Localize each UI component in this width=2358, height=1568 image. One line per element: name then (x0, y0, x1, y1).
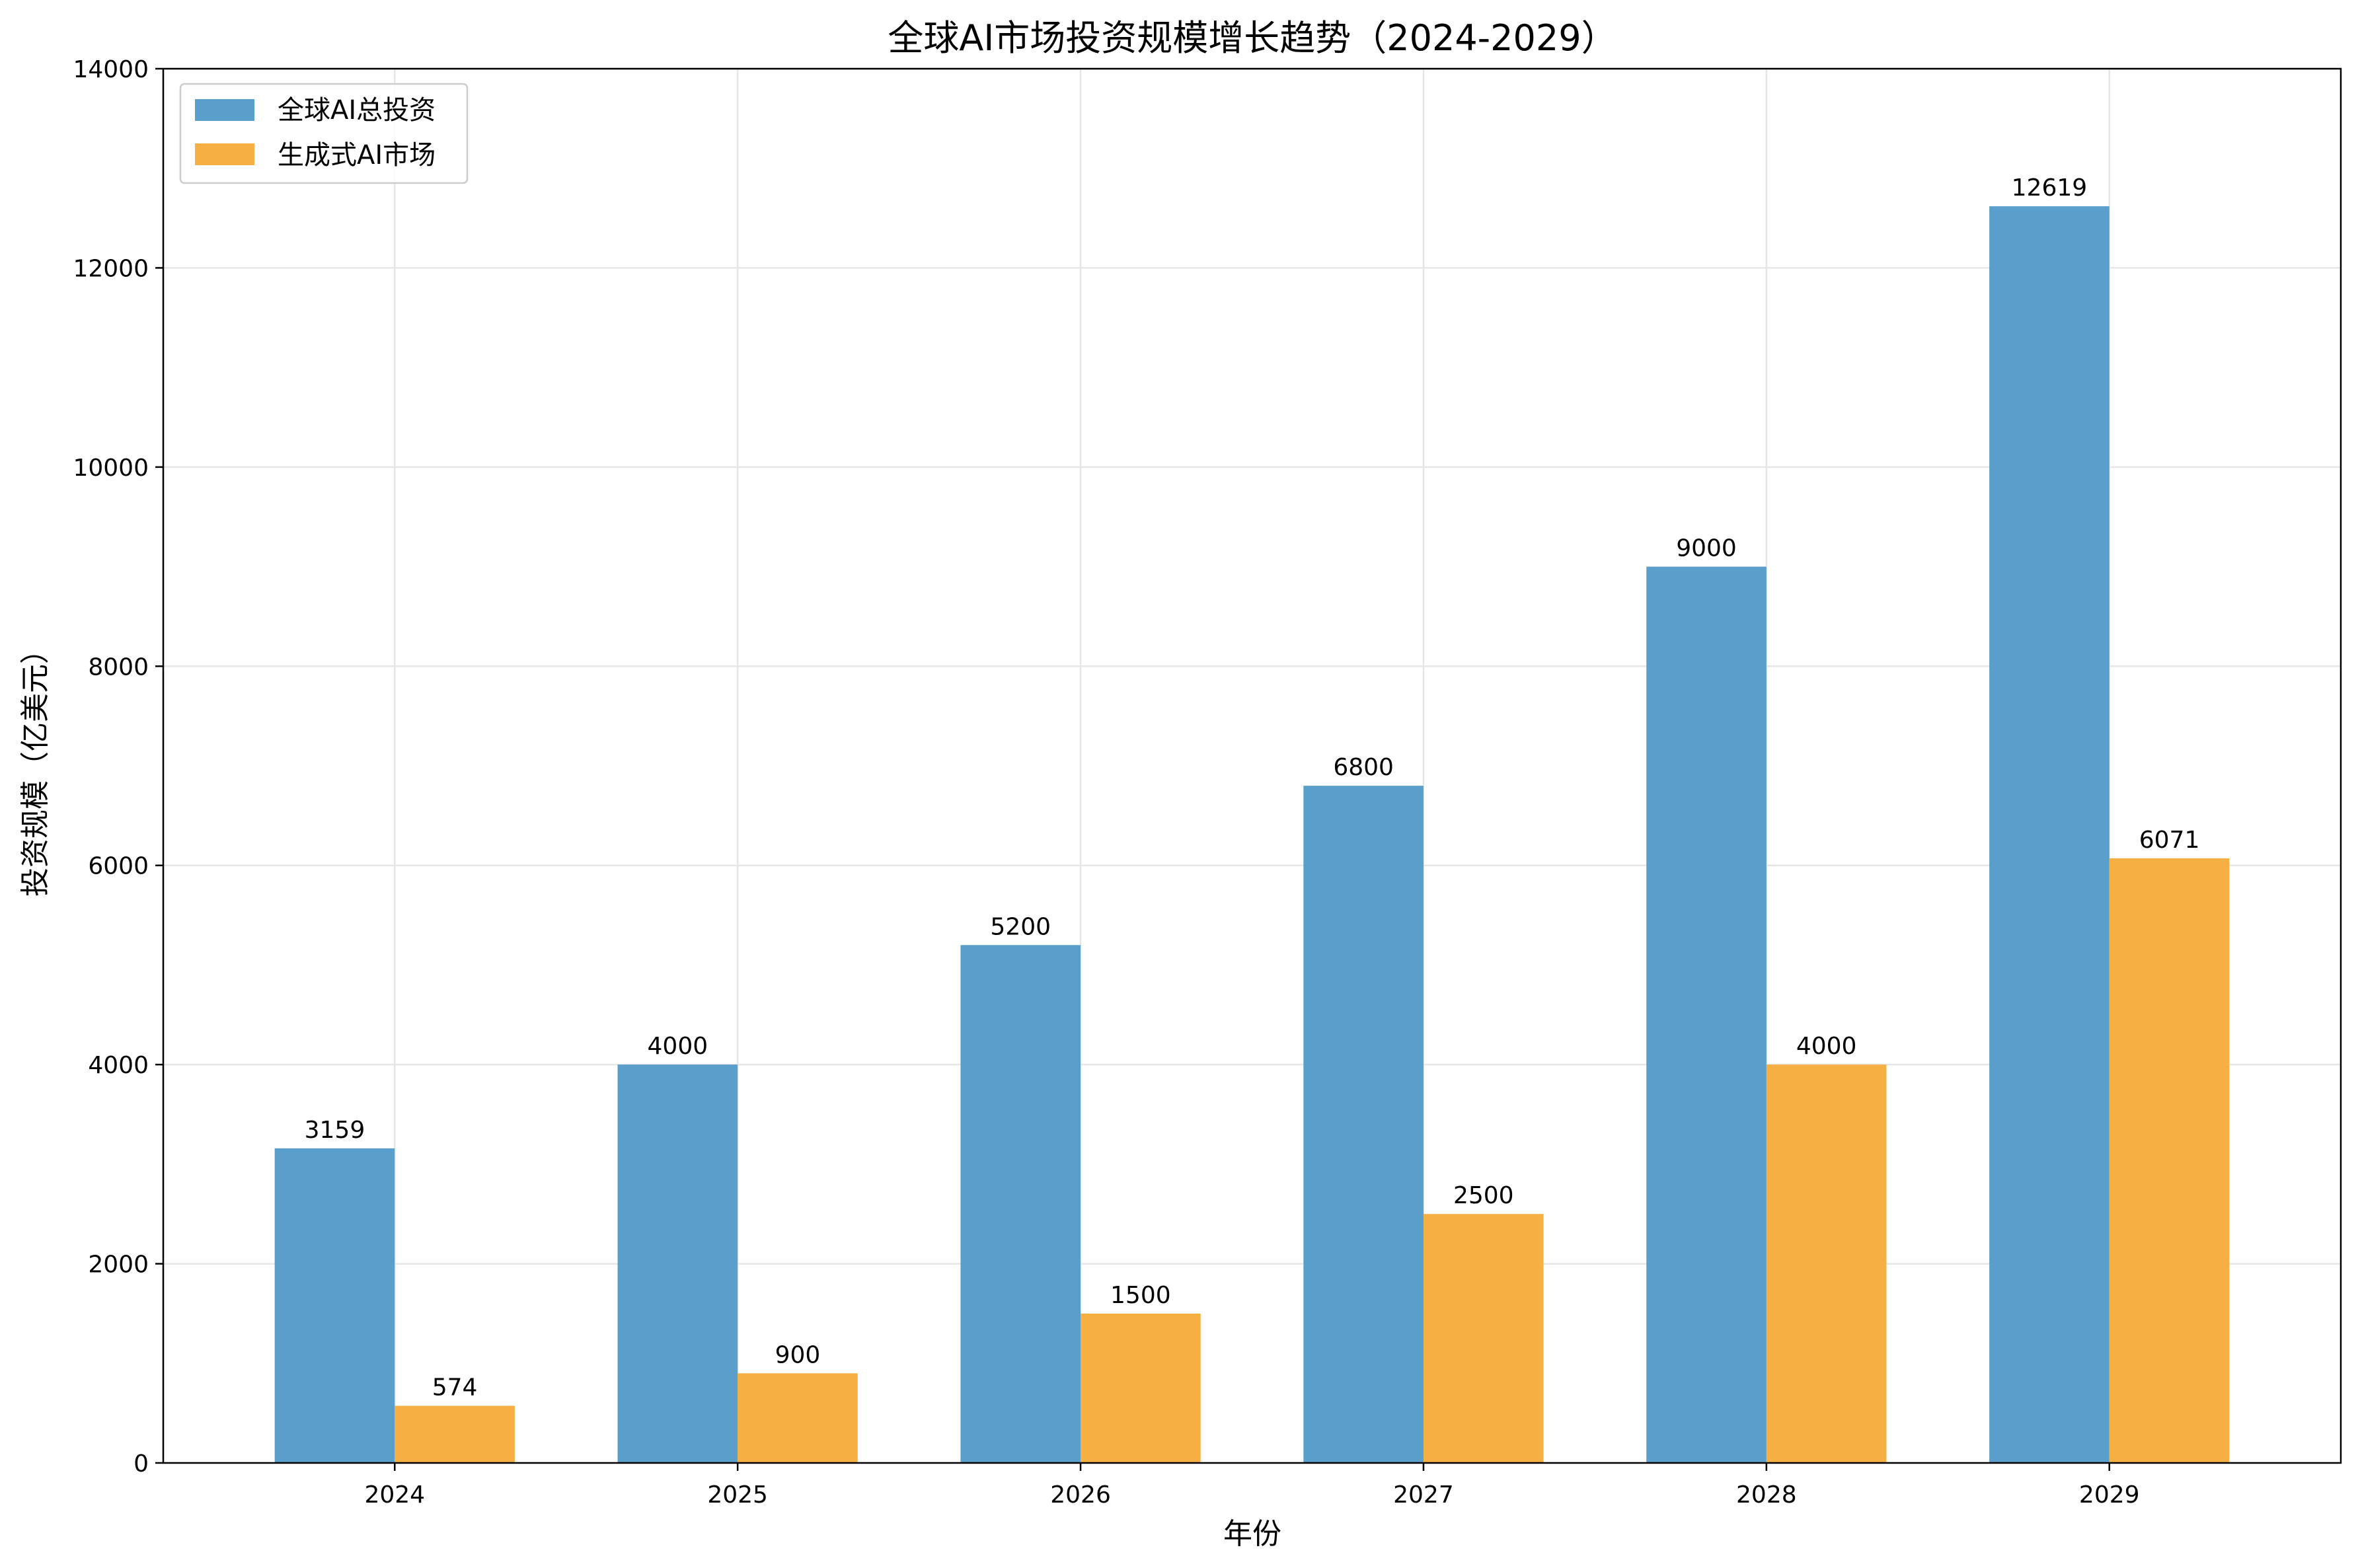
bar-total-investment-2029 (1989, 206, 2110, 1463)
y-tick-label: 8000 (88, 653, 149, 681)
x-tick-label: 2027 (1393, 1481, 1454, 1509)
bar-generative-ai-2024 (395, 1405, 515, 1463)
bar-value-label: 1500 (1110, 1282, 1171, 1309)
x-tick-label: 2026 (1050, 1481, 1111, 1509)
y-tick-label: 12000 (73, 255, 149, 282)
bar-value-label: 900 (775, 1341, 821, 1368)
y-axis-ticks: 0 2000 4000 6000 8000 10000 12000 14000 (73, 56, 163, 1477)
bar-total-investment-2025 (617, 1064, 738, 1463)
bars (274, 206, 2230, 1463)
bar-value-label: 3159 (305, 1117, 365, 1144)
legend-label-total-investment: 全球AI总投资 (278, 95, 436, 126)
chart-title: 全球AI市场投资规模增长趋势（2024-2029） (888, 17, 1616, 59)
x-tick-label: 2028 (1736, 1481, 1797, 1509)
bar-value-label: 6800 (1333, 754, 1394, 781)
bar-generative-ai-2028 (1766, 1064, 1887, 1463)
bar-total-investment-2028 (1646, 566, 1767, 1463)
bar-value-label: 12619 (2012, 174, 2088, 202)
y-axis-label: 投资规模（亿美元） (19, 635, 52, 897)
x-axis-ticks: 2024 2025 2026 2027 2028 2029 (364, 1463, 2140, 1509)
bar-value-label: 2500 (1453, 1182, 1514, 1209)
x-axis-label: 年份 (1223, 1517, 1281, 1551)
bar-generative-ai-2026 (1081, 1313, 1201, 1463)
bar-total-investment-2027 (1303, 786, 1424, 1463)
bar-generative-ai-2025 (738, 1373, 858, 1463)
x-tick-label: 2025 (707, 1481, 768, 1509)
bar-value-label: 6071 (2139, 827, 2200, 854)
bar-value-label: 5200 (990, 913, 1051, 940)
value-labels: 3159 4000 5200 6800 9000 12619 574 900 1500 2500 4… (305, 174, 2200, 1401)
bar-total-investment-2026 (960, 945, 1081, 1463)
legend-swatch-total-investment (195, 99, 254, 121)
y-tick-label: 14000 (73, 56, 149, 83)
y-tick-label: 6000 (88, 853, 149, 880)
bar-value-label: 9000 (1676, 535, 1737, 562)
x-tick-label: 2024 (364, 1481, 425, 1509)
bar-generative-ai-2029 (2109, 858, 2230, 1463)
x-tick-label: 2029 (2079, 1481, 2140, 1509)
bar-value-label: 4000 (648, 1033, 708, 1060)
bar-total-investment-2024 (274, 1148, 395, 1463)
bar-value-label: 4000 (1796, 1033, 1857, 1060)
legend-swatch-generative-ai (195, 143, 254, 165)
y-tick-label: 0 (133, 1450, 149, 1477)
legend-label-generative-ai: 生成式AI市场 (278, 140, 436, 170)
bar-generative-ai-2027 (1423, 1214, 1544, 1463)
y-tick-label: 10000 (73, 455, 149, 482)
y-tick-label: 2000 (88, 1251, 149, 1279)
y-tick-label: 4000 (88, 1052, 149, 1079)
plot-frame (162, 67, 2342, 1464)
legend: 全球AI总投资 生成式AI市场 (179, 83, 469, 184)
bar-value-label: 574 (432, 1374, 478, 1401)
